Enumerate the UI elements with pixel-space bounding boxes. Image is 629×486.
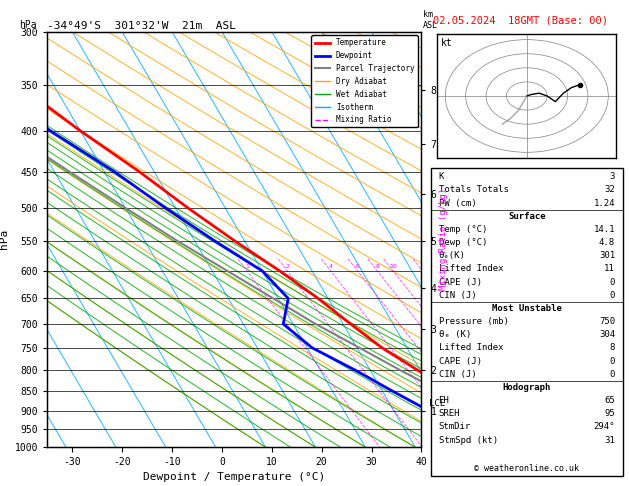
Text: 1: 1 [245, 264, 249, 269]
Text: Lifted Index: Lifted Index [438, 344, 503, 352]
Text: Lifted Index: Lifted Index [438, 264, 503, 274]
Text: 0: 0 [610, 357, 615, 365]
Text: 11: 11 [604, 264, 615, 274]
Text: LCL: LCL [429, 399, 445, 407]
Text: StmDir: StmDir [438, 422, 470, 432]
Text: 8: 8 [376, 264, 379, 269]
Text: kt: kt [441, 38, 452, 48]
Text: 2: 2 [285, 264, 289, 269]
Text: PW (cm): PW (cm) [438, 199, 476, 208]
Text: θₑ (K): θₑ (K) [438, 330, 470, 339]
Text: 0: 0 [610, 370, 615, 379]
Text: Totals Totals: Totals Totals [438, 186, 508, 194]
Text: K: K [438, 173, 444, 181]
Text: 14.1: 14.1 [594, 225, 615, 234]
Text: km
ASL: km ASL [423, 10, 438, 30]
Text: CAPE (J): CAPE (J) [438, 278, 482, 287]
Text: Pressure (mb): Pressure (mb) [438, 317, 508, 326]
Text: 4.8: 4.8 [599, 238, 615, 247]
Y-axis label: Mixing Ratio (g/kg): Mixing Ratio (g/kg) [439, 188, 448, 291]
Text: hPa: hPa [19, 19, 36, 30]
Text: 32: 32 [604, 186, 615, 194]
Text: StmSpd (kt): StmSpd (kt) [438, 435, 498, 445]
Text: CIN (J): CIN (J) [438, 291, 476, 300]
Text: CIN (J): CIN (J) [438, 370, 476, 379]
Text: 304: 304 [599, 330, 615, 339]
Text: 294°: 294° [594, 422, 615, 432]
Text: 0: 0 [610, 291, 615, 300]
Text: SREH: SREH [438, 409, 460, 418]
Text: 1.24: 1.24 [594, 199, 615, 208]
Text: Temp (°C): Temp (°C) [438, 225, 487, 234]
Y-axis label: hPa: hPa [0, 229, 9, 249]
Text: Dewp (°C): Dewp (°C) [438, 238, 487, 247]
Text: 4: 4 [328, 264, 333, 269]
Text: 95: 95 [604, 409, 615, 418]
Text: 02.05.2024  18GMT (Base: 00): 02.05.2024 18GMT (Base: 00) [433, 16, 608, 26]
Text: 750: 750 [599, 317, 615, 326]
Text: Most Unstable: Most Unstable [492, 304, 562, 313]
Text: Hodograph: Hodograph [503, 383, 551, 392]
Text: 6: 6 [355, 264, 359, 269]
Text: Surface: Surface [508, 212, 545, 221]
Text: CAPE (J): CAPE (J) [438, 357, 482, 365]
Text: -34°49'S  301°32'W  21m  ASL: -34°49'S 301°32'W 21m ASL [47, 21, 236, 31]
Text: 10: 10 [389, 264, 397, 269]
Text: 8: 8 [610, 344, 615, 352]
Text: 0: 0 [610, 278, 615, 287]
Text: © weatheronline.co.uk: © weatheronline.co.uk [474, 464, 579, 473]
Text: 65: 65 [604, 396, 615, 405]
Text: 3: 3 [610, 173, 615, 181]
Text: 301: 301 [599, 251, 615, 260]
Text: θₑ(K): θₑ(K) [438, 251, 465, 260]
Legend: Temperature, Dewpoint, Parcel Trajectory, Dry Adiabat, Wet Adiabat, Isotherm, Mi: Temperature, Dewpoint, Parcel Trajectory… [311, 35, 418, 127]
Text: EH: EH [438, 396, 449, 405]
X-axis label: Dewpoint / Temperature (°C): Dewpoint / Temperature (°C) [143, 472, 325, 483]
Text: 31: 31 [604, 435, 615, 445]
